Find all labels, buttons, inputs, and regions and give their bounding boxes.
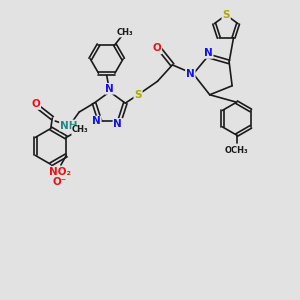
Text: OCH₃: OCH₃ — [225, 146, 248, 154]
Text: O⁻: O⁻ — [52, 177, 67, 187]
Text: O: O — [152, 44, 161, 53]
Text: N: N — [113, 119, 122, 129]
Text: CH₃: CH₃ — [117, 28, 134, 37]
Text: S: S — [134, 90, 142, 100]
Text: NH: NH — [60, 121, 77, 130]
Text: CH₃: CH₃ — [72, 125, 88, 134]
Text: N: N — [105, 84, 114, 94]
Text: N: N — [204, 48, 213, 58]
Text: N: N — [92, 116, 101, 127]
Text: O: O — [32, 99, 40, 109]
Text: S: S — [222, 10, 230, 20]
Text: NO₂: NO₂ — [49, 167, 71, 177]
Text: N: N — [186, 69, 195, 79]
